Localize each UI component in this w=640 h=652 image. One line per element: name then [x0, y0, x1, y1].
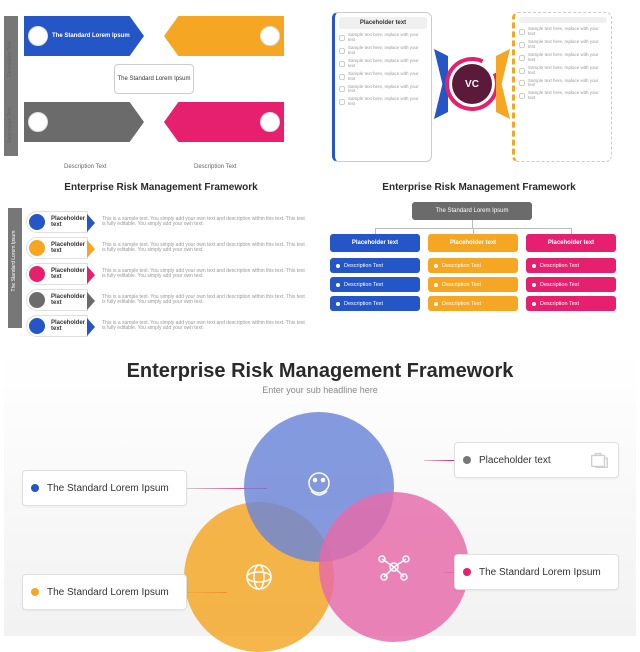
venn-title: Enterprise Risk Management Framework	[4, 352, 636, 383]
callout-4: The Standard Lorem Ipsum	[454, 554, 619, 590]
venn-sub: Enter your sub headline here	[4, 385, 636, 395]
brace-right	[496, 49, 510, 119]
callout-1: The Standard Lorem Ipsum	[22, 470, 187, 506]
arrow-orange	[164, 16, 284, 56]
panel-orgchart: Enterprise Risk Management Framework The…	[322, 178, 636, 348]
org-col-2: Placeholder text Description Text Descri…	[428, 234, 518, 315]
panel-venn: Enterprise Risk Management Framework Ent…	[4, 352, 636, 636]
panel-vc: Placeholder text Sample text here, repla…	[322, 4, 636, 174]
vc-badge: VC	[452, 64, 492, 104]
panel-arrows: Description Text Description Text The St…	[4, 4, 318, 174]
callout-2: The Standard Lorem Ipsum	[22, 574, 187, 610]
arrow-pink	[164, 102, 284, 142]
org-root: The Standard Lorem Ipsum	[412, 202, 532, 220]
vc-row: Sample text here, replace with your text	[339, 33, 427, 43]
org-hdr: Placeholder text	[330, 234, 420, 252]
dot-icon	[31, 484, 39, 492]
vc-col-left: Placeholder text Sample text here, repla…	[332, 12, 432, 162]
p3-row: Placeholder textThis is a sample text. Y…	[26, 210, 306, 234]
venn-circle-pink	[319, 492, 469, 642]
p3-title: Enterprise Risk Management Framework	[4, 178, 318, 193]
vc-col2-header	[519, 17, 607, 23]
qr-icon	[28, 26, 48, 46]
top-grid: Description Text Description Text The St…	[0, 0, 640, 352]
globe-icon	[239, 557, 279, 597]
p1-side-label-2: Description Text	[7, 85, 13, 165]
panel-rows: Enterprise Risk Management Framework The…	[4, 178, 318, 348]
callout-3: Placeholder text	[454, 442, 619, 478]
network-icon	[374, 547, 414, 587]
arrow-gray	[24, 102, 144, 142]
desc-left: Description Text	[64, 164, 107, 170]
org-col-3: Placeholder text Description Text Descri…	[526, 234, 616, 315]
desc-right: Description Text	[194, 164, 237, 170]
head-icon	[299, 467, 339, 507]
center-box: The Standard Lorem Ipsum	[114, 64, 194, 94]
gear-icon	[260, 112, 280, 132]
money-icon	[588, 449, 610, 471]
vc-col-right: Sample text here, replace with your text…	[512, 12, 612, 162]
p3-side-label: The Standard Lorem Ipsum	[11, 211, 17, 311]
tag: Placeholder text	[26, 211, 88, 233]
arrow-blue: The Standard Lorem Ipsum	[24, 16, 144, 56]
chart-icon	[260, 26, 280, 46]
p4-title: Enterprise Risk Management Framework	[322, 178, 636, 193]
vc-col1-header: Placeholder text	[339, 17, 427, 29]
org-col-1: Placeholder text Description Text Descri…	[330, 234, 420, 315]
doc-icon	[28, 112, 48, 132]
